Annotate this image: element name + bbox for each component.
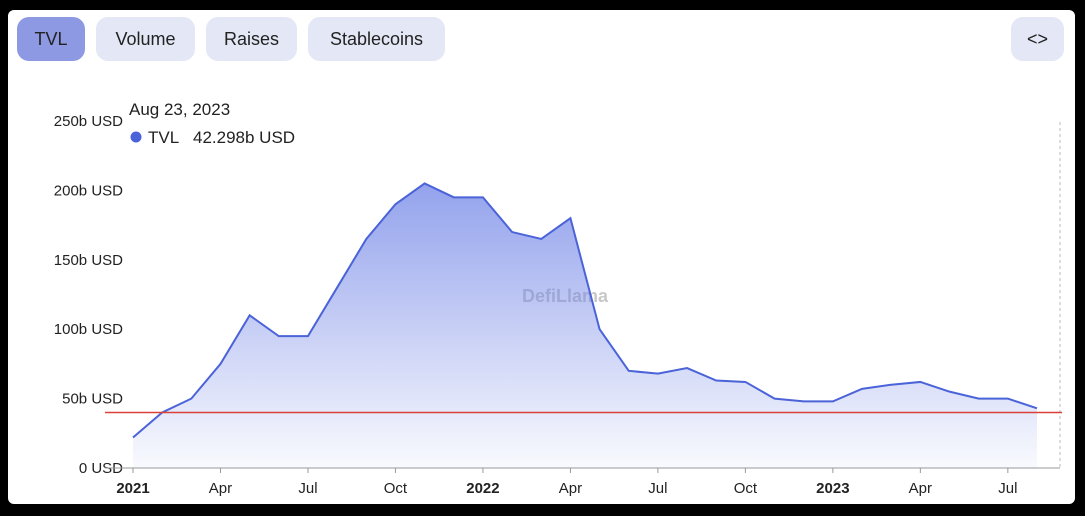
y-tick-label: 50b USD (62, 391, 123, 408)
y-tick-label: 250b USD (54, 113, 123, 130)
tab[interactable]: Raises (206, 17, 297, 61)
area (133, 183, 1037, 468)
tooltip-series: TVL (148, 128, 179, 147)
tab[interactable]: Stablecoins (308, 17, 445, 61)
x-tick-label: Oct (384, 480, 408, 497)
y-tick-label: 100b USD (54, 321, 123, 338)
x-tick-label: 2021 (116, 480, 149, 497)
line (132, 182, 1038, 439)
embed-button[interactable]: <> (1011, 17, 1064, 61)
tab[interactable]: TVL (17, 17, 85, 61)
tooltip-value: 42.298b USD (193, 128, 295, 147)
x-tick-label: 2022 (466, 480, 499, 497)
tab[interactable]: Volume (96, 17, 195, 61)
x-tick-label: Apr (209, 480, 232, 497)
tooltip-dot (130, 131, 142, 143)
y-tick-label: 0 USD (79, 460, 123, 477)
x-tick-label: Oct (734, 480, 758, 497)
x-tick-label: Jul (648, 480, 667, 497)
x-tick-label: Apr (559, 480, 582, 497)
x-tick-label: Apr (909, 480, 932, 497)
x-tick-label: Jul (298, 480, 317, 497)
x-tick-label: 2023 (816, 480, 849, 497)
y-tick-label: 200b USD (54, 182, 123, 199)
tooltip-date: Aug 23, 2023 (129, 100, 230, 119)
y-tick-label: 150b USD (54, 252, 123, 269)
x-tick-label: Jul (998, 480, 1017, 497)
